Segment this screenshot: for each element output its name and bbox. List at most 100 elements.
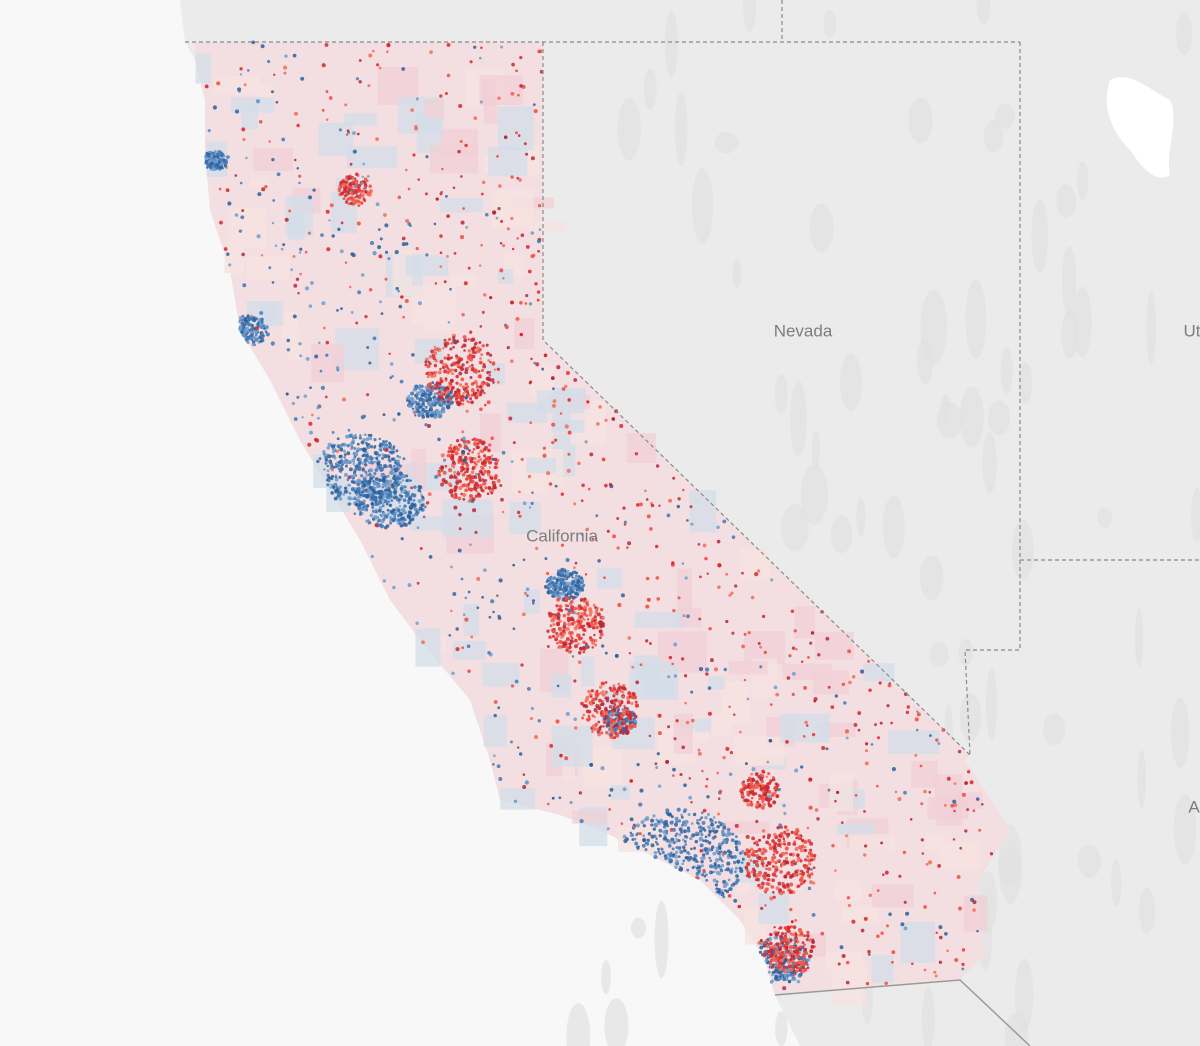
dot — [863, 853, 867, 857]
dot — [350, 447, 353, 451]
dot — [336, 444, 341, 448]
dot — [672, 774, 675, 777]
dot — [795, 966, 799, 970]
dot — [903, 900, 907, 904]
dot — [770, 578, 774, 582]
dot — [756, 864, 759, 867]
dot — [224, 160, 229, 165]
dot — [479, 458, 483, 462]
dot — [258, 323, 262, 327]
dot — [684, 843, 688, 846]
dot — [337, 188, 342, 192]
dot — [766, 938, 770, 942]
dot — [767, 867, 772, 871]
terrain-patch — [959, 386, 984, 448]
dot — [437, 437, 441, 442]
dot — [467, 338, 471, 341]
dot — [407, 187, 411, 191]
tract — [734, 736, 785, 766]
dot — [455, 482, 459, 485]
dot — [695, 875, 699, 880]
dot — [456, 363, 461, 367]
dot — [342, 460, 346, 465]
dot — [245, 156, 248, 160]
dot — [481, 595, 484, 599]
dot — [357, 203, 361, 208]
dot — [518, 752, 523, 756]
dot — [486, 458, 490, 463]
dot — [583, 618, 586, 622]
dot — [788, 654, 792, 658]
dot — [596, 422, 600, 426]
dot — [622, 834, 627, 839]
dot — [804, 720, 808, 725]
dot — [415, 621, 419, 625]
dot — [669, 820, 674, 825]
dot — [609, 699, 614, 704]
dot — [743, 678, 747, 682]
dot — [682, 809, 687, 813]
dot — [923, 968, 927, 972]
dot — [449, 287, 452, 291]
dot — [371, 493, 375, 497]
dot — [499, 483, 503, 488]
dot — [684, 856, 689, 860]
dot — [593, 633, 596, 637]
dot — [563, 572, 566, 576]
dot — [953, 809, 956, 813]
dot — [925, 862, 929, 866]
dot — [239, 67, 243, 71]
dot — [900, 922, 905, 927]
dot — [356, 488, 360, 492]
dot — [320, 385, 325, 390]
dot — [324, 395, 328, 399]
dot — [745, 874, 749, 878]
dot — [347, 428, 351, 432]
dot — [437, 413, 442, 418]
dot — [705, 878, 709, 882]
dot — [267, 59, 271, 64]
dot — [361, 462, 365, 465]
dot — [449, 488, 454, 493]
dot — [527, 474, 532, 479]
dot — [476, 576, 481, 581]
dot — [573, 606, 578, 611]
dot — [537, 719, 541, 723]
dot — [751, 767, 756, 772]
dot — [935, 738, 939, 742]
dot — [356, 467, 360, 471]
dot — [773, 849, 777, 853]
dot — [707, 711, 712, 716]
dot — [581, 716, 585, 720]
dot — [952, 838, 956, 841]
dot — [438, 473, 442, 477]
dot — [364, 476, 367, 480]
dot — [802, 954, 806, 958]
dot — [395, 476, 399, 481]
dot — [421, 401, 425, 406]
dot — [743, 632, 747, 636]
dot — [254, 333, 258, 337]
dot — [589, 695, 593, 698]
dot — [337, 227, 341, 231]
dot — [765, 840, 769, 845]
dot — [358, 436, 363, 440]
dot — [377, 490, 381, 494]
dot — [715, 880, 719, 883]
dot — [283, 71, 287, 75]
dot — [437, 400, 442, 405]
dot — [411, 407, 415, 411]
dot — [292, 53, 297, 58]
dot — [719, 868, 723, 872]
dot — [682, 848, 687, 853]
dot — [463, 455, 468, 460]
dot — [249, 330, 252, 334]
tract — [513, 197, 555, 209]
dot — [580, 612, 583, 615]
dot — [600, 731, 604, 735]
tract — [311, 343, 345, 383]
dot — [439, 359, 444, 364]
dot — [782, 837, 786, 841]
terrain-patch — [936, 402, 963, 439]
dot — [516, 237, 519, 240]
